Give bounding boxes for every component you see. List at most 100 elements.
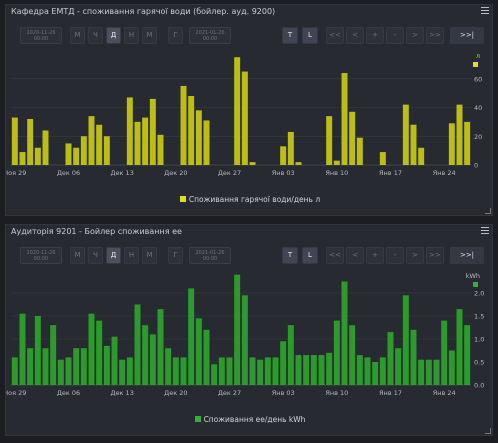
- bar: [264, 357, 271, 385]
- bar: [464, 325, 471, 385]
- bar: [226, 357, 233, 385]
- first-button[interactable]: <<: [326, 247, 344, 264]
- bar: [318, 355, 325, 385]
- y-tick-label: 1.0: [474, 336, 484, 344]
- prev-button[interactable]: <: [346, 27, 364, 44]
- hot-water-panel: Кафедра ЕМТД - споживання гарячої води (…: [5, 4, 493, 216]
- legend-swatch: [194, 416, 201, 422]
- y-unit-label: kWh: [466, 272, 480, 280]
- bar: [149, 98, 156, 165]
- chart-legend: Споживання гарячої води/день л: [6, 195, 494, 204]
- zoom-in-button[interactable]: +: [366, 247, 384, 264]
- date-to-button[interactable]: 2021-01-26 00:00: [189, 247, 231, 264]
- bar: [341, 281, 348, 385]
- jump-to-end-button[interactable]: >>|: [450, 247, 484, 264]
- period-button[interactable]: Ч: [88, 27, 103, 44]
- period-button[interactable]: Н: [124, 247, 139, 264]
- bar: [280, 146, 287, 165]
- toggle-t-button[interactable]: T: [282, 247, 298, 264]
- bar: [103, 136, 110, 165]
- bar: [203, 120, 210, 165]
- x-tick-label: Янв 24: [433, 169, 456, 177]
- period-button[interactable]: М: [70, 247, 85, 264]
- toggle-t-button[interactable]: T: [282, 27, 298, 44]
- x-tick-label: Янв 03: [272, 389, 295, 397]
- x-tick-label: Янв 03: [272, 169, 295, 177]
- bar: [142, 117, 149, 165]
- bar: [80, 136, 87, 165]
- x-tick-label: Янв 17: [379, 169, 402, 177]
- bar: [448, 350, 455, 385]
- jump-to-end-button[interactable]: >>|: [450, 27, 484, 44]
- bar: [341, 73, 348, 165]
- period-button[interactable]: Д: [106, 27, 121, 44]
- bar: [356, 355, 363, 385]
- date-to-date: 2021-01-26: [195, 250, 225, 256]
- bar: [11, 117, 18, 165]
- period-button[interactable]: Г: [168, 247, 183, 264]
- bar: [410, 124, 417, 165]
- bar: [364, 357, 371, 385]
- first-button[interactable]: <<: [326, 27, 344, 44]
- bar: [19, 152, 26, 165]
- zoom-out-button[interactable]: -: [386, 27, 404, 44]
- bar: [218, 357, 225, 385]
- bar: [456, 104, 463, 165]
- bar: [295, 355, 302, 385]
- bar: [50, 325, 57, 385]
- x-tick-label: Дек 13: [110, 169, 133, 177]
- resize-handle[interactable]: [485, 208, 491, 214]
- bar: [410, 329, 417, 385]
- bar: [211, 364, 218, 385]
- period-button[interactable]: Г: [168, 27, 183, 44]
- period-button[interactable]: М: [70, 27, 85, 44]
- x-tick-label: Ноя 29: [6, 389, 26, 397]
- bar: [333, 160, 340, 165]
- period-button[interactable]: М: [142, 247, 157, 264]
- bar: [234, 57, 241, 165]
- date-from-button[interactable]: 2020-11-26 00:00: [20, 27, 62, 44]
- bar: [42, 130, 49, 165]
- bar: [103, 345, 110, 385]
- bar: [188, 96, 195, 165]
- bar: [326, 352, 333, 385]
- bar: [134, 121, 141, 165]
- x-tick-label: Дек 13: [110, 389, 133, 397]
- bar: [126, 357, 133, 385]
- zoom-out-button[interactable]: -: [386, 247, 404, 264]
- bar: [111, 336, 118, 385]
- bar: [65, 143, 72, 165]
- bar: [96, 124, 103, 165]
- date-from-button[interactable]: 2020-11-26 00:00: [20, 247, 62, 264]
- next-button[interactable]: >: [406, 27, 424, 44]
- bar: [27, 119, 34, 165]
- period-button[interactable]: М: [142, 27, 157, 44]
- next-button[interactable]: >: [406, 247, 424, 264]
- prev-button[interactable]: <: [346, 247, 364, 264]
- panel-title: Кафедра ЕМТД - споживання гарячої води (…: [11, 7, 276, 16]
- bar: [126, 97, 133, 165]
- toggle-l-button[interactable]: L: [302, 27, 318, 44]
- bar: [395, 348, 402, 385]
- zoom-in-button[interactable]: +: [366, 27, 384, 44]
- x-tick-label: Янв 10: [325, 169, 348, 177]
- bar: [73, 147, 80, 165]
- y-tick-label: 20: [474, 133, 482, 141]
- bar: [349, 325, 356, 385]
- bar: [402, 104, 409, 165]
- y-tick-label: 40: [474, 104, 482, 112]
- period-button[interactable]: Н: [124, 27, 139, 44]
- last-button[interactable]: >>: [426, 247, 444, 264]
- bar: [280, 341, 287, 385]
- period-button[interactable]: Д: [106, 247, 121, 264]
- legend-swatch: [179, 196, 186, 202]
- toggle-l-button[interactable]: L: [302, 247, 318, 264]
- bar: [249, 357, 256, 385]
- menu-icon[interactable]: [481, 7, 489, 14]
- menu-icon[interactable]: [481, 227, 489, 234]
- bar: [234, 274, 241, 385]
- resize-handle[interactable]: [485, 428, 491, 434]
- period-button[interactable]: Ч: [88, 247, 103, 264]
- date-to-button[interactable]: 2021-01-26 00:00: [189, 27, 231, 44]
- last-button[interactable]: >>: [426, 27, 444, 44]
